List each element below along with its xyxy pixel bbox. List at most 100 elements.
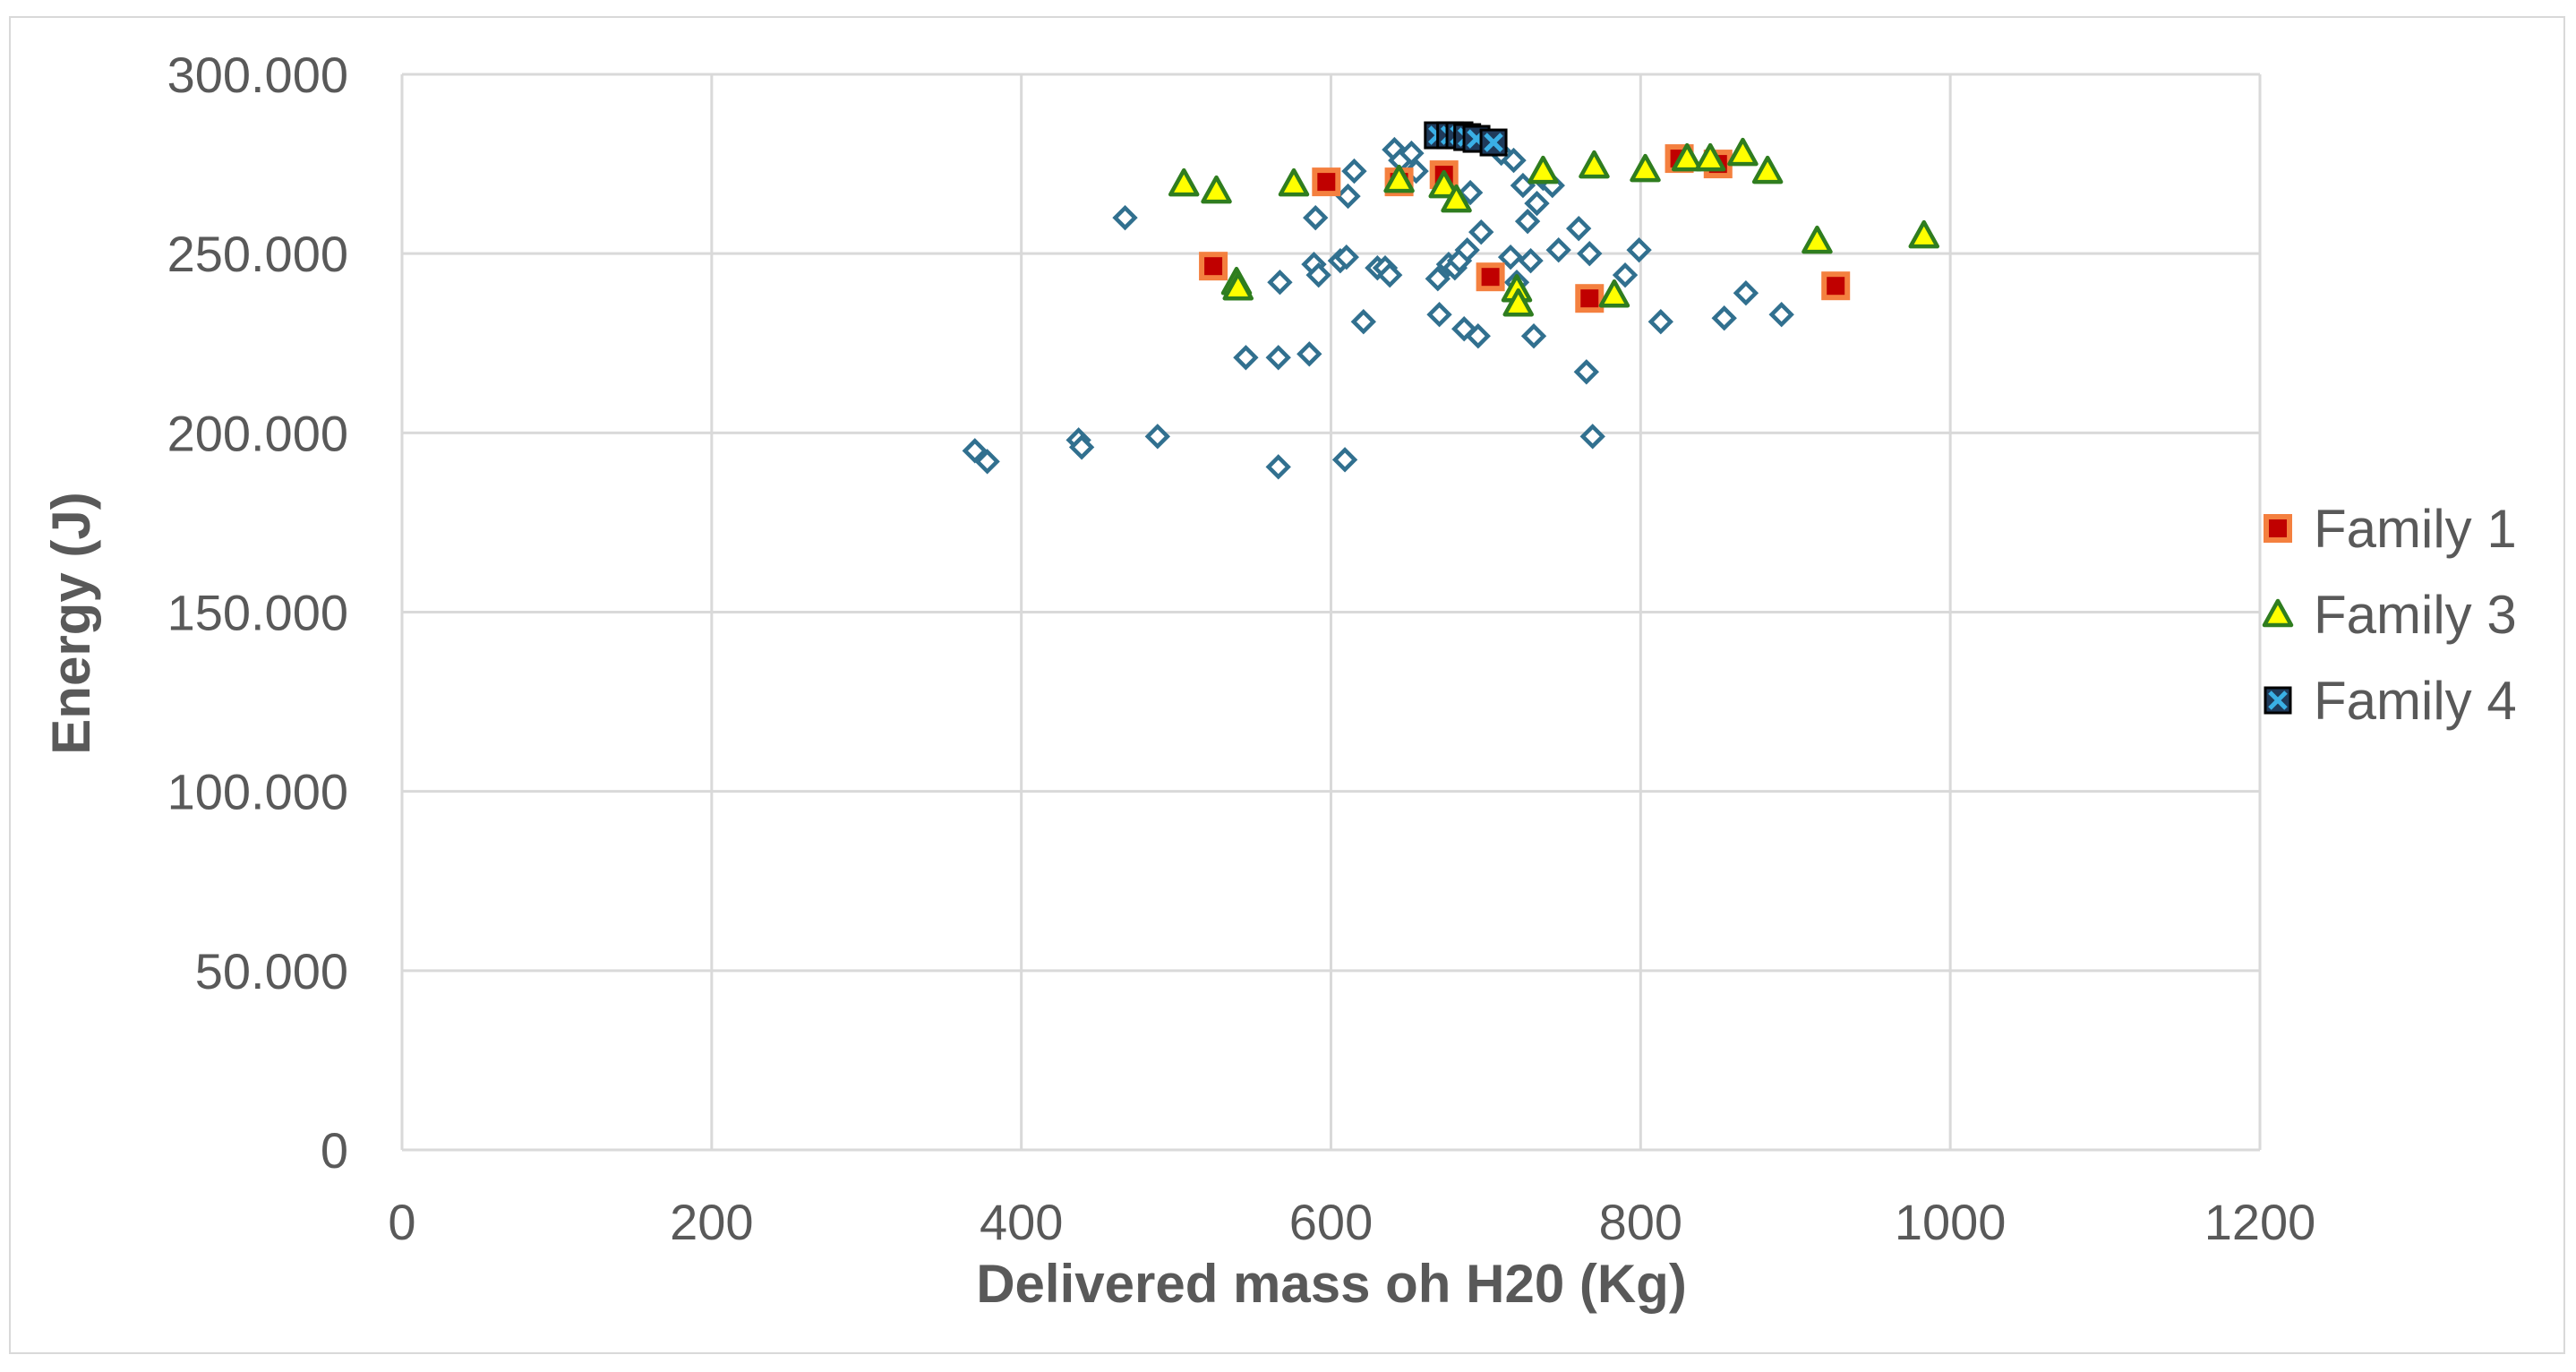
data-point — [1579, 424, 1605, 450]
family-1-point — [1575, 284, 1605, 313]
diamond-shape — [1524, 190, 1550, 217]
diamond-shape — [1305, 262, 1331, 288]
triangle-shape — [1441, 184, 1472, 213]
data-point — [1112, 204, 1138, 231]
diamond-shape — [1144, 424, 1171, 450]
family-3-point — [1908, 219, 1940, 249]
family-3-point — [1801, 225, 1833, 254]
family-1-point — [1312, 167, 1341, 197]
legend-item-family-1: Family 1 — [2264, 499, 2517, 559]
diamond-shape — [974, 449, 1000, 475]
diamond-shape — [1265, 454, 1291, 480]
x-tick-label: 200 — [670, 1194, 753, 1250]
diamond-shape — [1647, 309, 1673, 335]
legend-label-family-1: Family 1 — [2314, 499, 2517, 559]
data-point — [1465, 323, 1491, 349]
diamond-shape — [1233, 345, 1259, 371]
data-point — [1647, 309, 1673, 335]
y-axis-ticks: 0 50.000 100.000 150.000 200.000 250.000 300.0… — [167, 47, 348, 1179]
y-tick-label: 150.000 — [167, 585, 348, 641]
triangle-shape — [1168, 167, 1200, 197]
family-3-point — [1630, 153, 1661, 183]
diamond-shape — [1768, 302, 1794, 328]
data-point — [1612, 262, 1639, 288]
triangle-shape — [1528, 155, 1559, 184]
diamond-shape — [1341, 158, 1367, 184]
triangle-shape — [1751, 155, 1784, 184]
diamond-shape — [1545, 236, 1571, 263]
legend-marker-family-3 — [2262, 598, 2294, 628]
y-tick-label: 200.000 — [167, 405, 348, 461]
data-point — [1267, 270, 1293, 296]
x-stroke — [1484, 133, 1503, 152]
diamond-shape — [1579, 424, 1605, 450]
diamond-shape — [1565, 215, 1592, 242]
data-point — [1265, 345, 1291, 371]
data-point — [1426, 302, 1452, 328]
family-1-point — [1199, 252, 1228, 281]
legend-item-family-4: Family 4 — [2264, 671, 2517, 731]
family-3-point — [1222, 271, 1254, 301]
diamond-shape — [1465, 323, 1491, 349]
data-point — [1233, 345, 1259, 371]
data-point — [1514, 208, 1541, 235]
diamond-shape — [1350, 309, 1376, 335]
data-point — [1573, 359, 1599, 385]
triangle-shape — [1428, 169, 1459, 199]
family-1-point — [1476, 262, 1505, 292]
legend: Family 1 Family 3 Family 4 — [2262, 499, 2517, 731]
legend-label-family-4: Family 4 — [2314, 671, 2517, 731]
family-3-point — [1383, 164, 1415, 193]
diamond-shape — [1501, 147, 1527, 174]
triangle-shape — [1598, 279, 1630, 308]
x-tick-label: 1000 — [1895, 1194, 2007, 1250]
y-tick-label: 300.000 — [167, 47, 348, 103]
triangle-shape — [1671, 142, 1703, 172]
diamond-shape — [1267, 270, 1293, 296]
diamond-shape — [1514, 208, 1541, 235]
data-point — [1520, 323, 1547, 349]
x-tick-label: 800 — [1599, 1194, 1682, 1250]
data-point — [1711, 305, 1737, 331]
diamond-shape — [1335, 183, 1361, 210]
diamond-shape — [1303, 204, 1329, 231]
family-3-point — [1598, 279, 1630, 308]
family-3-point — [1168, 167, 1200, 197]
diamond-shape — [1425, 266, 1451, 292]
diamond-shape — [1612, 262, 1639, 288]
family-3-point — [1278, 167, 1310, 197]
triangle-shape — [1630, 153, 1661, 183]
triangle-shape — [2262, 598, 2294, 628]
family-3-point — [1441, 184, 1472, 213]
square-shape — [1199, 252, 1228, 281]
scatter-chart: 0 50.000 100.000 150.000 200.000 250.000 300.0… — [41, 47, 2517, 1314]
x-tick-label: 1200 — [2204, 1194, 2316, 1250]
triangle-shape — [1579, 150, 1610, 179]
data-point — [1626, 236, 1652, 263]
diamond-shape — [1626, 236, 1652, 263]
legend-marker-family-4 — [2264, 686, 2292, 715]
diamond-shape — [1577, 240, 1603, 267]
data-point — [1501, 147, 1527, 174]
data-point — [1068, 434, 1095, 460]
family-3-point — [1579, 150, 1610, 179]
diamond-shape — [1468, 219, 1494, 245]
triangle-shape — [1908, 219, 1940, 249]
data-point — [1545, 236, 1571, 263]
square-shape — [1476, 262, 1505, 292]
data-point — [1305, 262, 1331, 288]
triangle-shape — [1222, 271, 1254, 301]
family-4-point — [1479, 128, 1508, 157]
square-shape — [2264, 514, 2292, 543]
family-3-point — [1751, 155, 1784, 184]
data-point — [1733, 280, 1759, 306]
triangle-shape — [1201, 175, 1232, 204]
diamond-shape — [1426, 302, 1452, 328]
triangle-shape — [1727, 137, 1759, 167]
diamond-shape — [962, 438, 988, 464]
diamond-shape — [1457, 179, 1484, 206]
x-axis-ticks: 0 200 400 600 800 1000 1200 — [388, 1194, 2315, 1250]
x-tick-label: 0 — [388, 1194, 415, 1250]
family-3-point — [1502, 287, 1534, 317]
family-3-point — [1671, 142, 1703, 172]
